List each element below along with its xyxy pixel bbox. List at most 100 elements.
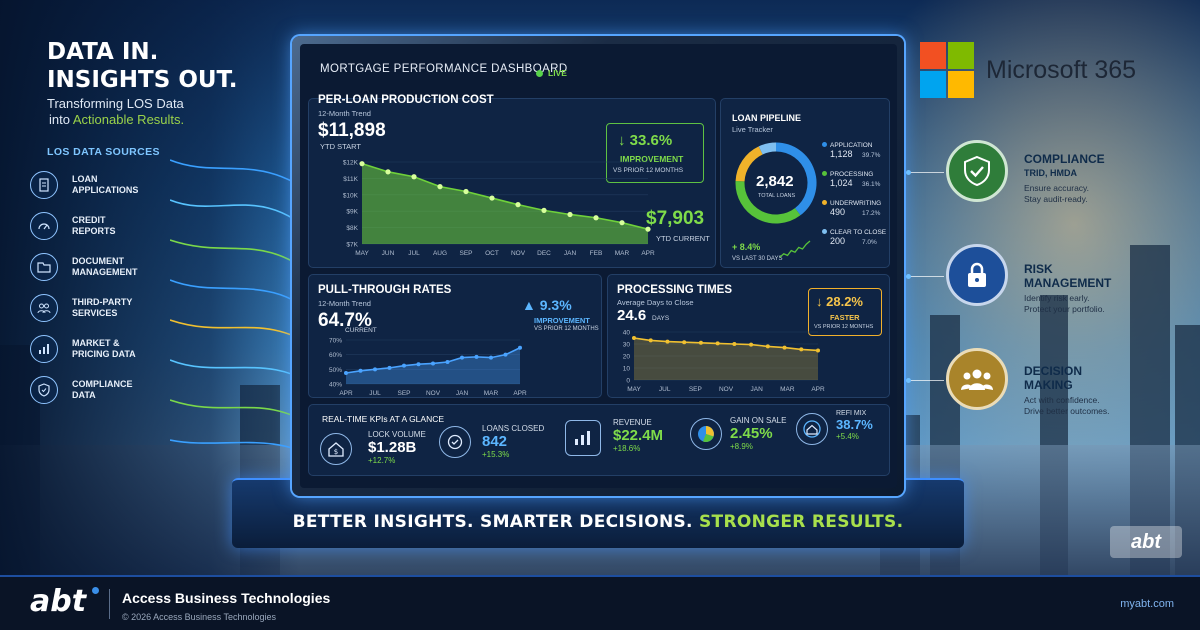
data-point <box>515 202 521 208</box>
x-tick-label: OCT <box>485 250 499 257</box>
pullthrough-title: PULL-THROUGH RATES <box>318 284 452 296</box>
source-label: MANAGEMENT <box>72 267 138 277</box>
data-point <box>463 188 469 195</box>
footer-website-link[interactable]: myabt.com <box>1120 598 1174 610</box>
source-label: SERVICES <box>72 308 118 318</box>
x-tick-label: SEP <box>689 386 702 393</box>
x-tick-label: APR <box>513 390 527 396</box>
bar-chart-icon <box>565 420 601 456</box>
data-point <box>358 368 363 373</box>
feature-compliance-title: COMPLIANCE TRID, HMDA <box>1024 152 1105 180</box>
arrow-up-icon: ▲ <box>522 297 540 313</box>
pipeline-sparkline <box>779 240 811 258</box>
x-tick-label: MAR <box>484 390 499 396</box>
data-point <box>518 345 522 350</box>
feature-desc-line: Drive better outcomes. <box>1024 406 1110 416</box>
dashboard-title: MORTGAGE PERFORMANCE DASHBOARD <box>320 63 568 75</box>
pullthrough-chart: 70%60%50%40%APR JUL SEP NOV JAN MAR APR <box>329 338 527 397</box>
sources-title: LOS DATA SOURCES <box>47 146 160 158</box>
cost-start-label: YTD START <box>320 142 361 151</box>
cost-improvement-sub: VS PRIOR 12 MONTHS <box>613 167 684 174</box>
cost-end-value: $7,903 <box>646 208 705 229</box>
kpi-gain-on-sale: GAIN ON SALE 2.45% +8.9% <box>730 416 786 451</box>
data-point <box>445 360 450 364</box>
slogan-part-a: BETTER INSIGHTS. SMARTER DECISIONS. <box>292 512 699 532</box>
y-tick-label: 10 <box>623 366 631 373</box>
pullthrough-subtitle: 12-Month Trend <box>318 299 371 308</box>
series-area <box>634 338 818 380</box>
data-point <box>344 371 348 375</box>
source-label: APPLICATIONS <box>72 185 139 195</box>
cost-start-value: $11,898 <box>318 120 386 141</box>
feature-desc-line: Protect your portfolio. <box>1024 304 1105 314</box>
processing-change-number: 28.2% <box>826 294 863 309</box>
feature-title-line: DECISION <box>1024 364 1083 378</box>
footer-copyright: © 2026 Access Business Technologies <box>122 612 277 622</box>
y-tick-label: $12K <box>343 160 359 167</box>
pullthrough-change-label: IMPROVEMENT <box>534 316 590 325</box>
source-label: LOAN <box>72 174 98 184</box>
data-point <box>782 345 787 350</box>
source-label: DATA <box>72 390 96 400</box>
y-tick-label: 50% <box>329 367 342 374</box>
kpi-change: +15.3% <box>482 450 510 459</box>
tagline-line-1: Transforming LOS Data <box>47 96 184 111</box>
pipeline-donut-chart <box>735 142 817 224</box>
x-tick-label: MAY <box>355 250 369 257</box>
data-point <box>359 161 365 167</box>
feature-decision-desc: Act with confidence. Drive better outcom… <box>1024 395 1110 417</box>
folder-icon <box>30 253 58 281</box>
x-tick-label: AUG <box>433 250 447 257</box>
donut-slice <box>735 180 801 224</box>
connector-line <box>908 276 944 277</box>
pie-chart-icon <box>690 418 722 450</box>
data-point <box>799 347 804 352</box>
kpi-label: GAIN ON SALE <box>730 416 787 425</box>
cost-end-label: YTD CURRENT <box>656 234 710 243</box>
y-tick-label: 60% <box>329 352 342 359</box>
x-tick-label: APR <box>339 390 353 396</box>
slogan-part-b: STRONGER RESULTS. <box>699 512 904 532</box>
home-refresh-icon <box>796 413 828 445</box>
kpi-loans-closed: LOANS CLOSED 842 +15.3% <box>482 424 544 459</box>
data-point <box>431 361 435 366</box>
source-item-credit-reports: CREDIT REPORTS <box>30 206 152 246</box>
processing-change: ↓ 28.2% <box>816 294 863 309</box>
sources-list: LOAN APPLICATIONS CREDIT REPORTS DOCUMENT M… <box>30 165 152 411</box>
x-tick-label: MAR <box>615 250 630 257</box>
kpi-refi-mix: REFI MIX 38.7% +5.4% <box>836 410 873 441</box>
kpi-value: $22.4M <box>613 427 664 444</box>
pullthrough-change-sub: VS PRIOR 12 MONTHS <box>534 326 599 332</box>
kpi-lock-volume: LOCK VOLUME $1.28B +12.7% <box>368 430 426 465</box>
connector-dot <box>906 378 911 383</box>
y-tick-label: $7K <box>346 242 358 249</box>
pullthrough-value: 64.7% <box>318 310 372 331</box>
feature-risk-desc: Identify risk early. Protect your portfo… <box>1024 293 1105 315</box>
x-tick-label: DEC <box>537 250 551 257</box>
tagline-line-2b: Actionable Results. <box>72 112 185 127</box>
x-tick-label: JAN <box>456 390 469 396</box>
abt-watermark-logo: abt <box>1110 526 1182 558</box>
footer-divider <box>109 589 110 619</box>
kpi-value: 842 <box>482 433 508 450</box>
data-point <box>619 220 625 226</box>
y-tick-label: $10K <box>343 192 359 199</box>
kpi-change: +18.6% <box>613 444 641 453</box>
source-label: REPORTS <box>72 226 116 236</box>
live-label: LIVE <box>548 68 567 78</box>
data-point <box>474 354 479 359</box>
data-point <box>385 169 391 175</box>
x-tick-label: JUL <box>659 386 671 393</box>
footer-abt-logo[interactable]: abt <box>30 584 87 619</box>
y-tick-label: $8K <box>346 225 358 232</box>
kpi-value: $1.28B <box>368 439 417 456</box>
check-circle-icon <box>439 426 471 458</box>
headline-line-2: INSIGHTS OUT. <box>47 67 238 93</box>
arrow-down-icon: ↓ <box>618 132 630 149</box>
connector-line <box>908 380 944 381</box>
x-tick-label: MAY <box>627 386 641 393</box>
feature-title-line: RISK <box>1024 262 1053 276</box>
shield-check-icon <box>946 140 1008 202</box>
bar-chart-icon <box>30 335 58 363</box>
